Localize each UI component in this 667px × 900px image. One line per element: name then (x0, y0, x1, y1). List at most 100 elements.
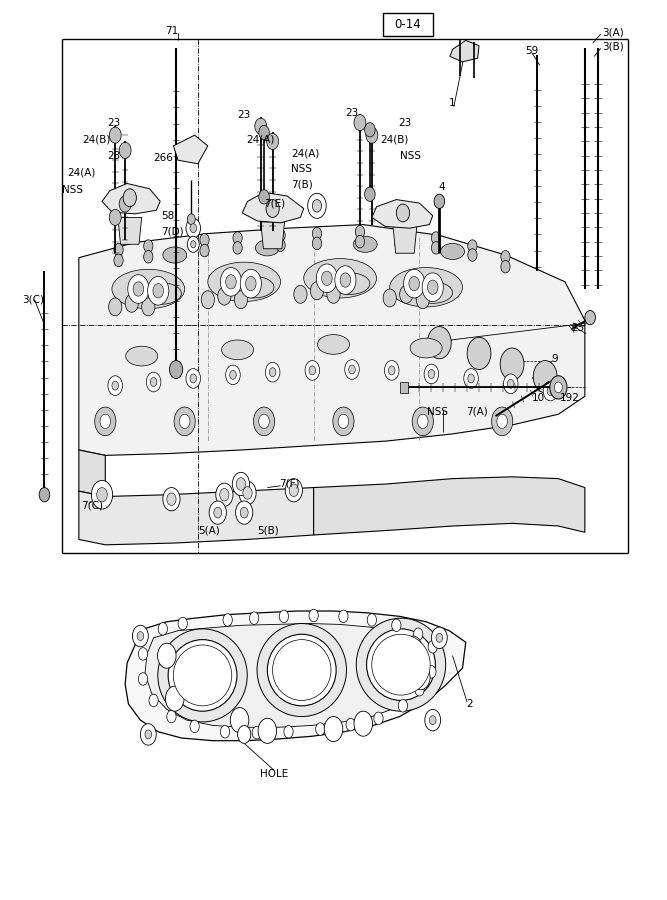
Text: NSS: NSS (400, 150, 421, 161)
Text: 10: 10 (532, 393, 545, 403)
Circle shape (356, 235, 365, 248)
Circle shape (167, 710, 176, 723)
Circle shape (492, 407, 513, 436)
Circle shape (108, 376, 123, 395)
Text: 4: 4 (438, 182, 445, 192)
Circle shape (243, 487, 252, 500)
Circle shape (554, 382, 562, 392)
Circle shape (269, 368, 276, 377)
Circle shape (432, 232, 441, 244)
Text: 266: 266 (153, 153, 173, 164)
Text: 24(A): 24(A) (67, 167, 96, 177)
Circle shape (265, 363, 280, 382)
Circle shape (259, 125, 269, 140)
Circle shape (201, 291, 214, 309)
Circle shape (316, 264, 338, 292)
Circle shape (293, 285, 307, 303)
Circle shape (119, 196, 131, 212)
Circle shape (230, 707, 249, 733)
Circle shape (276, 230, 285, 241)
Text: 58: 58 (161, 211, 175, 220)
Text: NSS: NSS (62, 184, 83, 194)
Circle shape (384, 361, 399, 380)
Circle shape (225, 274, 236, 289)
Circle shape (119, 142, 131, 158)
Ellipse shape (255, 239, 279, 256)
Circle shape (209, 501, 226, 524)
Circle shape (190, 224, 197, 232)
Ellipse shape (367, 629, 436, 700)
Circle shape (229, 371, 236, 379)
Circle shape (233, 232, 242, 244)
Circle shape (324, 716, 343, 742)
Ellipse shape (317, 335, 350, 355)
Text: HOLE: HOLE (260, 769, 288, 778)
Circle shape (186, 219, 201, 238)
Polygon shape (261, 222, 285, 248)
Circle shape (432, 627, 448, 649)
Ellipse shape (303, 258, 376, 298)
Text: 24(A): 24(A) (291, 148, 319, 159)
Circle shape (234, 291, 247, 309)
Circle shape (174, 407, 195, 436)
Circle shape (141, 298, 155, 316)
Circle shape (279, 610, 289, 623)
Circle shape (383, 289, 396, 307)
Circle shape (158, 623, 167, 635)
Circle shape (432, 241, 441, 254)
Circle shape (310, 282, 323, 300)
Circle shape (333, 407, 354, 436)
Circle shape (422, 273, 444, 302)
Ellipse shape (257, 624, 346, 716)
Circle shape (91, 481, 113, 509)
Circle shape (190, 374, 197, 382)
Text: 24(A): 24(A) (246, 135, 275, 145)
Circle shape (143, 250, 153, 263)
Circle shape (114, 243, 123, 256)
Circle shape (365, 122, 375, 137)
Circle shape (109, 298, 122, 316)
Circle shape (467, 338, 491, 370)
Circle shape (500, 348, 524, 380)
Text: 3(A): 3(A) (602, 27, 624, 37)
Circle shape (501, 250, 510, 263)
Bar (383, 13, 433, 36)
Circle shape (404, 269, 425, 298)
Circle shape (430, 716, 436, 724)
Circle shape (186, 369, 201, 388)
Circle shape (392, 619, 401, 632)
Ellipse shape (413, 282, 453, 303)
Circle shape (400, 285, 413, 303)
Text: 7(C): 7(C) (81, 500, 103, 510)
Circle shape (395, 238, 404, 250)
Circle shape (356, 226, 365, 238)
Circle shape (340, 273, 351, 287)
Text: 7(E): 7(E) (264, 198, 285, 208)
Circle shape (427, 666, 436, 678)
Circle shape (138, 648, 147, 661)
Ellipse shape (168, 640, 237, 711)
Circle shape (237, 725, 251, 743)
Circle shape (339, 610, 348, 623)
Ellipse shape (330, 273, 370, 294)
Circle shape (404, 636, 422, 662)
Circle shape (239, 482, 256, 505)
Circle shape (543, 381, 558, 400)
Circle shape (428, 641, 438, 653)
Text: 3(C): 3(C) (23, 294, 45, 305)
Circle shape (508, 379, 514, 388)
Circle shape (232, 472, 249, 496)
Polygon shape (242, 193, 303, 223)
Circle shape (424, 364, 439, 383)
Polygon shape (173, 135, 208, 164)
Circle shape (150, 378, 157, 386)
Circle shape (114, 254, 123, 266)
Circle shape (335, 266, 356, 294)
Text: 7(D): 7(D) (161, 227, 184, 237)
Circle shape (220, 267, 241, 296)
Circle shape (153, 284, 163, 298)
Circle shape (217, 287, 231, 305)
Polygon shape (372, 200, 433, 229)
Circle shape (289, 484, 298, 497)
Circle shape (349, 365, 356, 374)
